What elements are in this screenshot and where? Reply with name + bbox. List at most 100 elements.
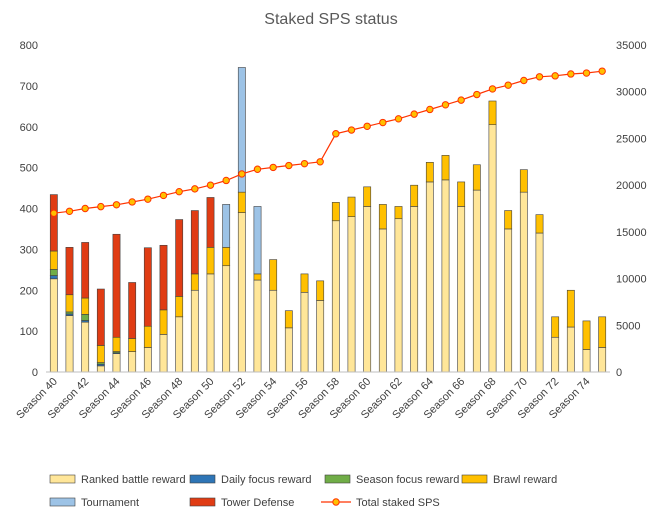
bar-segment — [551, 316, 560, 338]
total-staked-line — [50, 67, 606, 217]
bar-segment — [284, 310, 293, 329]
bar-segment — [347, 196, 356, 217]
total-staked-point — [504, 81, 512, 89]
total-staked-point — [222, 176, 230, 185]
bar-segment — [504, 228, 513, 373]
total-staked-point — [81, 204, 89, 213]
bar-segment — [425, 162, 434, 183]
right-axis-ticks: 0 5000 10000 15000 20000 25000 30000 35000 — [616, 40, 647, 379]
total-staked-point — [206, 181, 215, 189]
bar-segment — [519, 169, 528, 193]
bar-segment — [237, 67, 246, 193]
left-tick-label: 0 — [32, 367, 38, 379]
bar-segment — [222, 204, 231, 248]
bar-segment — [49, 194, 58, 252]
legend-label: Ranked battle reward — [81, 474, 186, 486]
bar-segment — [206, 273, 215, 373]
total-staked-point — [253, 165, 262, 173]
bar-segment — [222, 265, 231, 373]
bar-segment — [175, 296, 184, 318]
bar-segment — [143, 247, 152, 327]
total-staked-point — [394, 115, 403, 123]
bar-segment — [112, 336, 121, 352]
bar-segment — [159, 244, 168, 311]
bar-segment — [128, 351, 137, 373]
total-staked-point — [97, 202, 105, 211]
total-staked-point — [175, 187, 183, 196]
bar-segment — [175, 219, 184, 297]
bar-segment — [566, 326, 575, 373]
left-tick-label: 600 — [20, 122, 38, 134]
right-tick-label: 5000 — [616, 320, 640, 332]
bar-segment — [410, 184, 419, 207]
bar-segment — [253, 206, 262, 275]
bar-segment — [582, 349, 591, 373]
legend-swatch — [189, 497, 216, 507]
bar-segment — [347, 216, 356, 373]
bar-segment — [457, 206, 466, 373]
bar-segment — [363, 206, 372, 373]
total-staked-point — [598, 67, 606, 75]
bar-segment — [363, 186, 372, 207]
legend-label: Daily focus reward — [221, 474, 311, 486]
chart-title: Staked SPS status — [264, 11, 397, 28]
total-staked-point — [426, 105, 434, 114]
total-staked-point — [363, 122, 371, 130]
total-staked-point — [65, 207, 74, 216]
legend-label: Brawl reward — [493, 474, 557, 486]
bar-segment — [206, 247, 215, 275]
bar-segment — [49, 250, 58, 270]
total-staked-point — [441, 101, 450, 109]
left-tick-label: 400 — [20, 204, 38, 216]
total-staked-point — [488, 85, 497, 93]
total-staked-point — [300, 159, 309, 168]
bar-segment — [519, 191, 528, 373]
bar-segment — [65, 315, 74, 373]
bar-segment — [582, 320, 591, 350]
total-staked-point — [551, 72, 559, 80]
right-tick-label: 30000 — [616, 87, 647, 99]
right-tick-label: 35000 — [616, 40, 647, 52]
right-tick-label: 15000 — [616, 227, 647, 239]
bar-segment — [190, 289, 199, 373]
bar-segment — [269, 259, 278, 291]
total-staked-point — [535, 73, 544, 81]
bar-segment — [504, 210, 513, 230]
bar-segment — [331, 220, 340, 373]
total-staked-point — [159, 191, 168, 200]
bar-segment — [300, 291, 309, 373]
legend-swatch — [461, 474, 488, 484]
left-tick-label: 300 — [20, 244, 38, 256]
bar-segment — [65, 247, 74, 296]
stacked-bars — [49, 67, 607, 373]
legend: Ranked battle reward Daily focus reward Se… — [49, 474, 557, 509]
bar-segment — [253, 279, 262, 373]
bar-segment — [143, 347, 152, 373]
bar-segment — [96, 345, 105, 363]
left-tick-label: 700 — [20, 81, 38, 93]
bar-segment — [49, 269, 58, 276]
bar-segment — [49, 275, 58, 280]
right-tick-label: 0 — [616, 367, 622, 379]
legend-swatch — [49, 474, 76, 484]
bar-segment — [81, 321, 90, 373]
legend-label: Tower Defense — [221, 497, 294, 509]
total-staked-point — [567, 70, 575, 78]
bar-segment — [300, 273, 309, 293]
total-staked-point — [112, 201, 121, 209]
bar-segment — [441, 179, 450, 373]
total-staked-point — [269, 163, 277, 172]
total-staked-point — [520, 76, 528, 85]
bar-segment — [551, 336, 560, 373]
legend-marker — [332, 498, 340, 506]
total-staked-point — [50, 209, 58, 217]
bar-segment — [112, 233, 121, 338]
left-tick-label: 100 — [20, 326, 38, 338]
legend-label: Tournament — [81, 497, 139, 509]
left-tick-label: 200 — [20, 285, 38, 297]
right-tick-label: 25000 — [616, 133, 647, 145]
total-staked-point — [347, 126, 356, 134]
bar-segment — [425, 181, 434, 373]
bar-segment — [81, 297, 90, 315]
total-staked-point — [238, 170, 246, 178]
